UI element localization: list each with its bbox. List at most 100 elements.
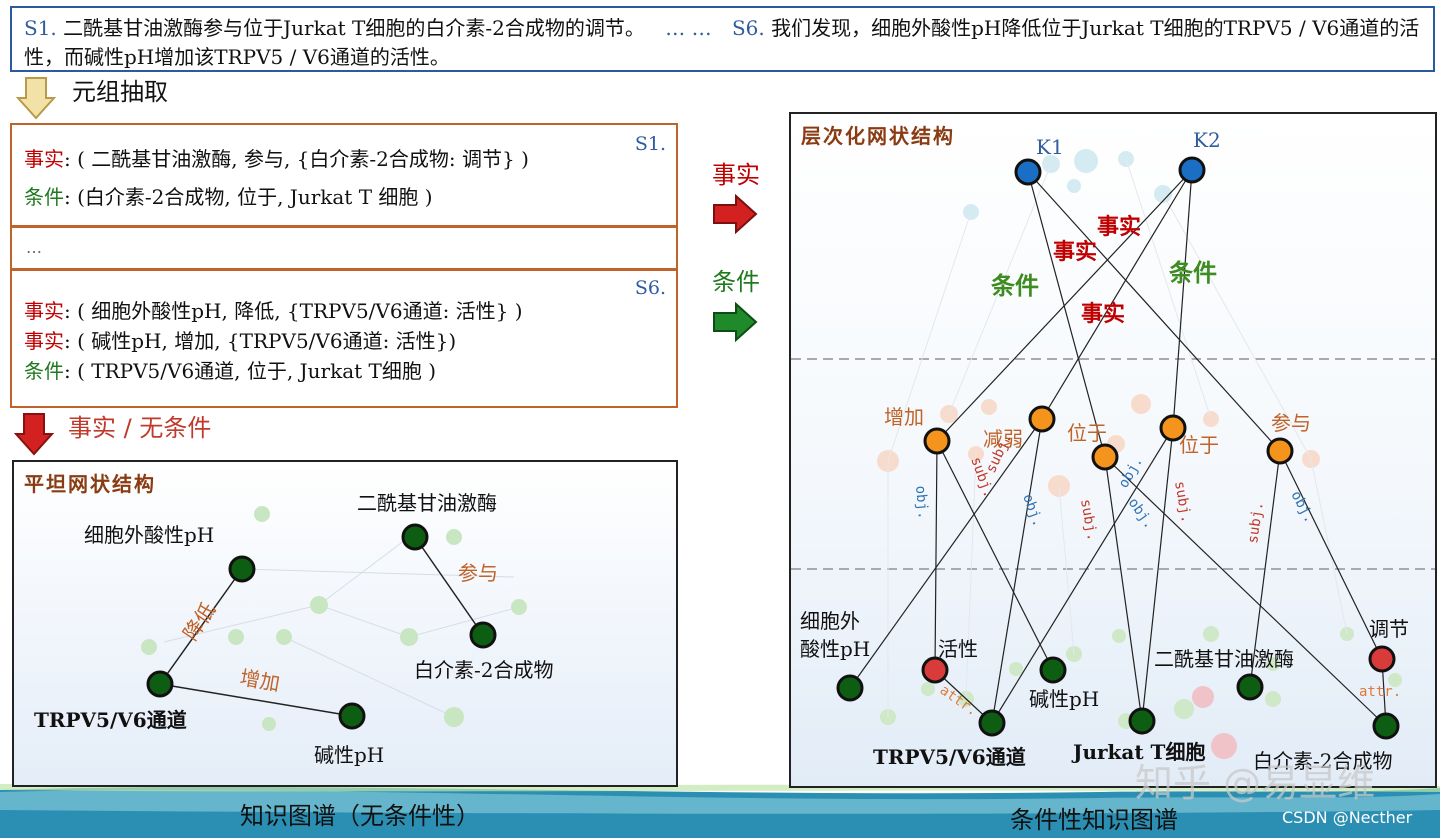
- extraction-arrow-icon: [16, 77, 56, 120]
- mid-label-participate: 参与: [1271, 411, 1311, 435]
- rel-obj-3: obj.: [1116, 454, 1147, 491]
- main-edges: [849, 169, 1387, 727]
- mid-node-locate-2: [1159, 414, 1187, 442]
- no-condition-arrow-icon: [14, 413, 54, 456]
- fact-arrow-icon: [713, 194, 758, 234]
- mid-node-participate: [1266, 437, 1294, 465]
- rel-obj-4: obj.: [1125, 495, 1157, 532]
- condition-prefix: 条件: [24, 359, 64, 383]
- node-trpv: [146, 670, 174, 698]
- rel-obj-5: obj.: [1287, 488, 1317, 525]
- bottom-node-jurkat: [1128, 707, 1156, 735]
- s1-condition-text: : (白介素-2合成物, 位于, Jurkat T 细胞 ): [64, 185, 433, 209]
- mid-node-locate-1: [1091, 443, 1119, 471]
- k1-node: [1014, 158, 1042, 186]
- rel-subj-3: subj.: [1077, 498, 1100, 542]
- fact-label-a: 事实: [1097, 214, 1141, 240]
- s6-condition-text: : ( TRPV5/V6通道, 位于, Jurkat T细胞 ): [64, 359, 437, 383]
- condition-label-a: 条件: [991, 271, 1039, 300]
- bottom-stripe: [0, 784, 1440, 838]
- bottom-label-acid-ph-line1: 细胞外: [800, 609, 860, 633]
- s6-fact2-line: 事实: ( 碱性pH, 增加, {TRPV5/V6通道: 活性}): [24, 325, 456, 354]
- hierarchical-graph: K1 K2 事实 事实 事实 条件 条件 增加 减弱 位于 位于 参与 obj.…: [791, 128, 1435, 773]
- fact-prefix: 事实: [24, 147, 64, 171]
- tuple-ellipsis: …: [26, 238, 42, 257]
- edge-label-participate: 参与: [458, 561, 498, 585]
- mid-label-locate-2: 位于: [1179, 433, 1219, 457]
- rel-obj-2: obj.: [1019, 492, 1046, 529]
- fact-label-c: 事实: [1081, 301, 1125, 327]
- bottom-node-dgk: [1236, 673, 1264, 701]
- mid-label-weaken: 减弱: [983, 427, 1023, 451]
- bottom-node-trpv: [978, 709, 1006, 737]
- caption-flat-graph: 知识图谱（无条件性）: [240, 802, 480, 830]
- s1-tag: S1.: [24, 16, 57, 40]
- bottom-background-nodes: [880, 626, 1402, 729]
- extraction-label: 元组抽取: [72, 78, 168, 106]
- bottom-pink-nodes: [1192, 686, 1237, 759]
- flat-background-nodes: [141, 506, 527, 731]
- bottom-node-activity: [921, 656, 949, 684]
- flat-background-edges: [163, 536, 520, 718]
- label-il2: 白介素-2合成物: [414, 658, 553, 682]
- s1-fact-line: 事实: ( 二酰基甘油激酶, 参与, {白介素-2合成物: 调节} ): [24, 143, 529, 172]
- node-alk-ph: [338, 702, 366, 730]
- caption-conditional-graph: 条件性知识图谱: [1010, 806, 1178, 834]
- bottom-label-dgk: 二酰基甘油激酶: [1154, 647, 1294, 671]
- hier-panel-title: 层次化网状结构: [801, 124, 955, 148]
- fact-label-b: 事实: [1053, 239, 1097, 265]
- s6-sentence: 我们发现，细胞外酸性pH降低位于Jurkat T细胞的TRPV5 / V6通道的…: [24, 16, 1420, 69]
- background-edges: [887, 158, 1348, 717]
- condition-arrow-label: 条件: [712, 268, 760, 296]
- bottom-label-il2: 白介素-2合成物: [1253, 749, 1392, 773]
- s1-sentence: 二酰基甘油激酶参与位于Jurkat T细胞的白介素-2合成物的调节。: [63, 16, 645, 40]
- mid-label-locate-1: 位于: [1067, 421, 1107, 445]
- rel-subj-5: subj.: [1245, 501, 1267, 545]
- condition-arrow-icon: [713, 302, 758, 342]
- k2-label: K2: [1193, 128, 1221, 152]
- flat-graph-panel: 平坦网状结构 细胞外酸性pH: [12, 460, 678, 787]
- bottom-node-alk-ph: [1039, 656, 1067, 684]
- flat-main-edges: [159, 536, 484, 717]
- tuple-box-s6: S6. 事实: ( 细胞外酸性pH, 降低, {TRPV5/V6通道: 活性} …: [10, 269, 678, 408]
- bottom-label-trpv: TRPV5/V6通道: [873, 745, 1026, 769]
- condition-label-b: 条件: [1169, 258, 1217, 287]
- csdn-credit: CSDN @Necther: [1282, 808, 1413, 827]
- s6-condition-line: 条件: ( TRPV5/V6通道, 位于, Jurkat T细胞 ): [24, 355, 436, 384]
- s1-fact-text: : ( 二酰基甘油激酶, 参与, {白介素-2合成物: 调节} ): [64, 147, 529, 171]
- label-alk-ph: 碱性pH: [314, 743, 384, 767]
- node-il2: [469, 621, 497, 649]
- zhihu-watermark: 知乎 @易显维: [1135, 761, 1376, 805]
- bottom-label-acid-ph-line2: 酸性pH: [800, 637, 870, 661]
- bottom-label-alk-ph: 碱性pH: [1029, 687, 1099, 711]
- node-dgk: [401, 523, 429, 551]
- tuple-box-s1: S1. 事实: ( 二酰基甘油激酶, 参与, {白介素-2合成物: 调节} ) …: [10, 123, 678, 227]
- fact-arrow-label: 事实: [712, 161, 760, 189]
- tuple-box-ellipsis: …: [10, 226, 678, 270]
- top-background-nodes: [963, 149, 1202, 220]
- tuple-s6-tag: S6.: [634, 277, 666, 299]
- s6-fact1-text: : ( 细胞外酸性pH, 降低, {TRPV5/V6通道: 活性} ): [64, 299, 523, 323]
- mid-node-increase: [923, 427, 951, 455]
- s6-fact1-line: 事实: ( 细胞外酸性pH, 降低, {TRPV5/V6通道: 活性} ): [24, 295, 523, 324]
- s1-condition-line: 条件: (白介素-2合成物, 位于, Jurkat T 细胞 ): [24, 181, 433, 210]
- bottom-label-activity: 活性: [938, 637, 978, 661]
- fact-prefix: 事实: [24, 329, 64, 353]
- label-trpv: TRPV5/V6通道: [34, 708, 187, 732]
- sentence-ellipsis: … …: [665, 16, 712, 40]
- rel-attr-1: attr.: [937, 682, 981, 719]
- label-dgk: 二酰基甘油激酶: [357, 491, 497, 515]
- tuple-s1-tag: S1.: [634, 133, 666, 155]
- edge-label-decrease: 降低: [178, 598, 220, 645]
- fact-prefix: 事实: [24, 299, 64, 323]
- condition-prefix: 条件: [24, 185, 64, 209]
- source-sentences-box: S1. 二酰基甘油激酶参与位于Jurkat T细胞的白介素-2合成物的调节。 ……: [10, 6, 1435, 72]
- no-condition-label: 事实 / 无条件: [68, 414, 212, 442]
- bottom-label-regulate: 调节: [1369, 617, 1409, 641]
- rel-obj-1: obj.: [912, 485, 931, 520]
- flat-graph: 细胞外酸性pH 二酰基甘油激酶 白介素-2合成物 TRPV5/V6通道 碱性pH…: [34, 491, 553, 767]
- edge-label-increase: 增加: [238, 665, 282, 696]
- s6-tag: S6.: [731, 16, 765, 40]
- label-acid-ph: 细胞外酸性pH: [84, 523, 214, 547]
- k1-label: K1: [1036, 135, 1064, 159]
